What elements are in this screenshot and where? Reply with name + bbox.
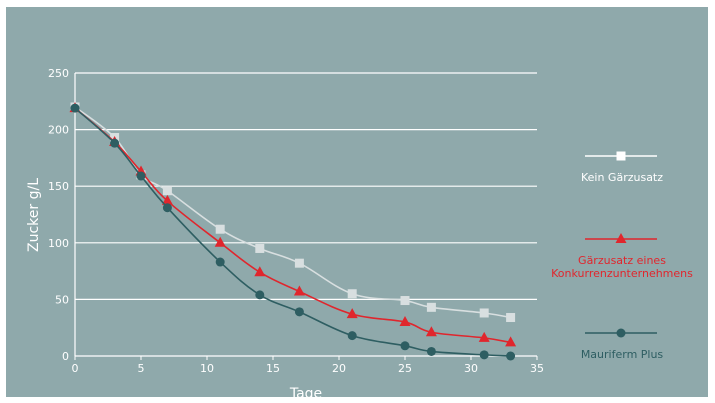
x-tick-20: 20: [332, 362, 346, 375]
x-tick-30: 30: [464, 362, 478, 375]
y-tick-0: 0: [62, 350, 69, 363]
data-point-mauriferm-plus-7: [347, 331, 357, 341]
series-mauriferm-plus: [70, 103, 516, 361]
data-point-konkurrenz-5: [254, 266, 266, 277]
data-point-kein-gaerzusatz-11: [506, 313, 516, 323]
legend-label-kein-gaerzusatz: Kein Gärzusatz: [581, 171, 663, 184]
legend-label-konkurrenz-0: Gärzusatz eines: [578, 254, 666, 267]
data-point-mauriferm-plus-8: [400, 341, 410, 351]
data-point-kein-gaerzusatz-4: [215, 224, 225, 234]
data-point-kein-gaerzusatz-3: [162, 186, 172, 196]
data-point-konkurrenz-7: [346, 308, 358, 319]
axes: [74, 73, 538, 360]
data-point-mauriferm-plus-4: [215, 257, 225, 267]
data-point-mauriferm-plus-5: [255, 290, 265, 300]
x-tick-labels: 0 5 10 15 20 25 30 35: [72, 362, 545, 375]
x-tick-10: 10: [200, 362, 214, 375]
data-point-konkurrenz-11: [505, 336, 517, 347]
chart-panel: [6, 7, 708, 397]
series-layer: [69, 102, 517, 361]
y-axis-label: Zucker g/L: [26, 178, 42, 252]
legend-label-mauriferm-plus: Mauriferm Plus: [581, 348, 664, 361]
data-point-kein-gaerzusatz-5: [255, 243, 265, 253]
data-point-mauriferm-plus-10: [479, 350, 489, 360]
data-point-mauriferm-plus-3: [162, 203, 172, 213]
y-tick-labels: 0 50 100 150 200 250: [48, 67, 69, 363]
y-tick-50: 50: [55, 293, 69, 306]
data-point-mauriferm-plus-11: [506, 351, 516, 361]
x-tick-15: 15: [266, 362, 280, 375]
x-tick-0: 0: [72, 362, 79, 375]
data-point-konkurrenz-8: [399, 316, 411, 327]
x-axis-label: Tage: [289, 386, 322, 402]
legend-marker-kein-gaerzusatz: [616, 151, 626, 161]
legend-marker-mauriferm-plus: [616, 328, 626, 338]
data-point-kein-gaerzusatz-6: [294, 258, 304, 268]
data-point-kein-gaerzusatz-8: [400, 296, 410, 306]
legend-item-kein-gaerzusatz: Kein Gärzusatz: [581, 151, 663, 184]
data-point-mauriferm-plus-0: [70, 103, 80, 113]
y-tick-150: 150: [48, 180, 69, 193]
data-point-mauriferm-plus-2: [136, 171, 146, 181]
grid-lines: [75, 72, 537, 300]
y-tick-250: 250: [48, 67, 69, 80]
data-point-mauriferm-plus-1: [110, 138, 120, 148]
data-point-kein-gaerzusatz-10: [479, 308, 489, 318]
data-point-konkurrenz-3: [161, 194, 173, 205]
y-tick-200: 200: [48, 124, 69, 137]
x-tick-35: 35: [530, 362, 544, 375]
data-point-mauriferm-plus-9: [426, 346, 436, 356]
data-point-mauriferm-plus-6: [294, 307, 304, 317]
data-point-kein-gaerzusatz-9: [426, 302, 436, 312]
data-point-konkurrenz-10: [478, 331, 490, 342]
data-point-konkurrenz-6: [293, 285, 305, 296]
legend-marker-konkurrenz: [615, 233, 627, 243]
data-point-kein-gaerzusatz-7: [347, 289, 357, 299]
data-point-konkurrenz-9: [425, 326, 437, 337]
legend-label-konkurrenz-1: Konkurrenzunternehmens: [551, 267, 693, 280]
x-tick-5: 5: [138, 362, 145, 375]
y-tick-100: 100: [48, 237, 69, 250]
legend: Kein Gärzusatz Gärzusatz einesKonkurrenzu…: [551, 151, 693, 361]
legend-item-mauriferm-plus: Mauriferm Plus: [581, 328, 664, 361]
data-point-konkurrenz-4: [214, 236, 226, 247]
x-tick-25: 25: [398, 362, 412, 375]
